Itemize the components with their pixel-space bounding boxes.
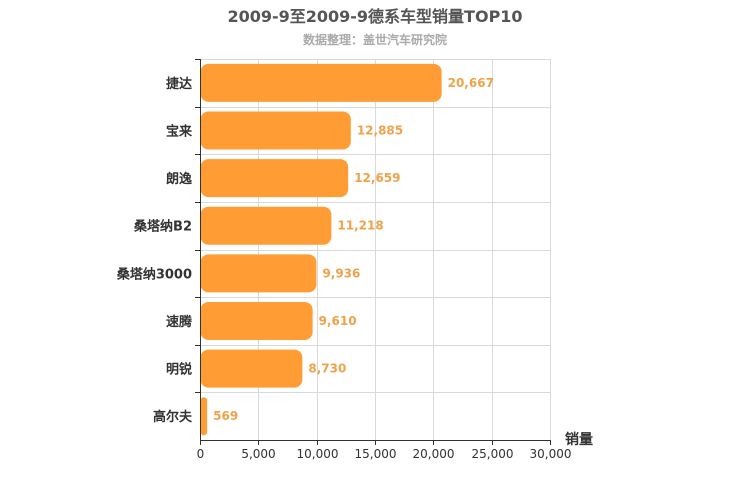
axes (195, 59, 551, 445)
data-label: 569 (213, 409, 238, 423)
data-label: 9,610 (319, 314, 357, 328)
bars (200, 63, 442, 436)
chart-title: 2009-9至2009-9德系车型销量TOP10 (227, 7, 523, 26)
chart-subtitle: 数据整理：盖世汽车研究院 (302, 33, 447, 47)
category-label: 朗逸 (166, 171, 192, 187)
bar-8 (200, 397, 208, 436)
category-label: 捷达 (166, 76, 192, 92)
bar-1 (200, 63, 442, 102)
x-tick-label: 25,000 (472, 447, 514, 461)
bar-3 (200, 159, 349, 198)
category-label: 高尔夫 (153, 409, 193, 425)
grid (200, 59, 551, 440)
x-tick-label: 10,000 (297, 447, 339, 461)
labels: 20,667 捷达 12,885 宝来 12,659 朗逸 11,218 桑塔纳B2 9,936… (116, 76, 593, 461)
data-label: 12,659 (354, 171, 400, 185)
data-label: 12,885 (357, 123, 403, 137)
bar-5 (200, 254, 317, 293)
x-tick-label: 20,000 (413, 447, 455, 461)
category-label: 桑塔纳3000 (116, 266, 192, 282)
data-label: 9,936 (322, 266, 360, 280)
data-label: 20,667 (448, 76, 494, 90)
category-label: 速腾 (166, 314, 193, 330)
bar-6 (200, 301, 313, 340)
x-tick-label: 15,000 (355, 447, 397, 461)
data-label: 8,730 (308, 362, 346, 376)
category-label: 明锐 (166, 362, 192, 378)
data-label: 11,218 (337, 219, 383, 233)
category-label: 宝来 (166, 123, 193, 139)
bar-2 (200, 111, 351, 150)
bar-4 (200, 206, 332, 245)
bar-7 (200, 349, 303, 388)
category-label: 桑塔纳B2 (133, 219, 192, 235)
x-tick-label: 30,000 (530, 447, 572, 461)
x-tick-label: 5,000 (241, 447, 275, 461)
x-axis-title: 销量 (565, 431, 593, 448)
x-tick-label: 0 (197, 447, 205, 461)
